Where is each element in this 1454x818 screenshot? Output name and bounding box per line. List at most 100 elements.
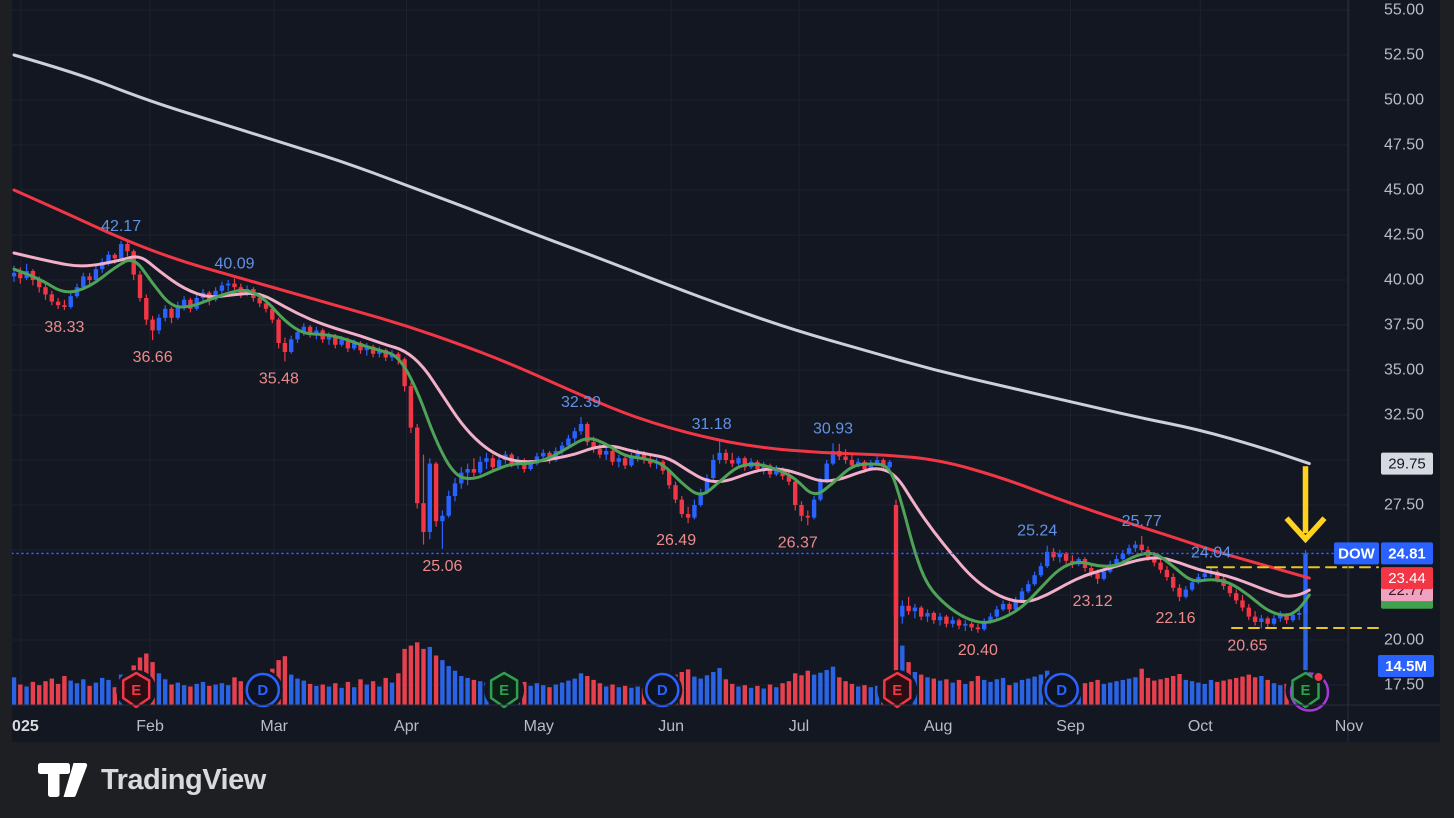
candle-body [1227, 586, 1233, 594]
swing-low-label: 20.40 [958, 642, 998, 659]
volume-bar [818, 672, 823, 705]
candle-body [1038, 566, 1044, 576]
volume-bar [1038, 674, 1044, 705]
candle-body [421, 503, 426, 532]
arrow-head [1284, 516, 1327, 544]
candle-body [667, 470, 672, 486]
candle-body [1278, 614, 1283, 619]
price-tick-label: 20.00 [1384, 632, 1424, 649]
tradingview-logo[interactable]: TradingView [38, 763, 266, 797]
volume-bar [748, 687, 754, 705]
candle-body [1026, 584, 1031, 592]
candle-body [1152, 557, 1157, 563]
candle-body [1051, 551, 1056, 558]
earnings-badge[interactable]: E [877, 670, 918, 710]
earnings-badge[interactable]: E [1285, 670, 1330, 712]
year-label: 2025 [12, 718, 39, 735]
volume-bar [711, 672, 716, 705]
volume-bar [339, 687, 344, 705]
candle-body [717, 452, 722, 460]
candle-body [156, 317, 162, 331]
volume-bar [1189, 681, 1195, 705]
candle-body [408, 386, 414, 428]
candle-body [433, 463, 439, 522]
volume-bar [761, 688, 766, 705]
volume-bar [1271, 683, 1277, 705]
badge-letter: D [657, 682, 668, 699]
dividend-circle-icon [1044, 672, 1079, 708]
price-tick-label: 37.50 [1384, 317, 1424, 334]
candle-body [1133, 544, 1138, 549]
earnings-badge[interactable]: E [484, 670, 525, 710]
candle-body [704, 478, 710, 493]
candle-body [824, 463, 829, 482]
volume-bar [629, 687, 634, 705]
candle-body [232, 283, 237, 288]
candle-body [219, 285, 225, 291]
candle-body [541, 452, 546, 457]
volume-bar [175, 682, 180, 705]
volume-bar [755, 685, 760, 705]
candle-body [1271, 618, 1277, 624]
candle-body [692, 505, 697, 518]
volume-bar [591, 679, 596, 705]
earnings-badge[interactable]: E [116, 670, 157, 710]
volume-bar [106, 679, 111, 705]
timeline[interactable]: 2025 Feb Mar Apr May Jun Jul Aug Sep Oct Nov [12, 718, 1363, 735]
month-label: Oct [1188, 718, 1213, 735]
volume-bar [1082, 683, 1088, 705]
badge-letter: E [499, 682, 509, 699]
dividend-badge[interactable]: D [242, 670, 283, 710]
candle-body [118, 244, 124, 259]
last-price-badge: 24.81 [1381, 542, 1433, 565]
volume-bar [440, 660, 445, 705]
volume-bar [811, 674, 817, 705]
volume-bar [295, 678, 300, 705]
volume-bar [358, 679, 363, 705]
volume-bar [1227, 679, 1233, 705]
symbol-badge-text: DOW [1338, 545, 1376, 562]
swing-low-label: 20.65 [1227, 637, 1267, 654]
annotation-arrow-down[interactable] [1284, 466, 1327, 544]
volume-bar [169, 684, 174, 705]
candle-body [900, 605, 905, 617]
volume-bar [1196, 682, 1201, 705]
volume-bar [1019, 679, 1025, 705]
candle-body [106, 254, 111, 262]
volume-bar [585, 676, 590, 705]
candle-body [93, 269, 99, 280]
candle-body [452, 483, 458, 496]
candle-body [364, 346, 369, 351]
candle-body [125, 244, 130, 252]
volume-value-badge-bg [1378, 655, 1434, 677]
candle-body [761, 465, 766, 469]
dividend-badge[interactable]: D [1041, 670, 1082, 710]
volume-bar [289, 674, 294, 705]
volume-bar [572, 678, 577, 705]
candle-body [528, 463, 533, 469]
candle-body [289, 339, 294, 352]
candle-body [1164, 569, 1170, 577]
volume-bar [408, 645, 414, 705]
volume-bar [1126, 678, 1132, 705]
volume-bar [528, 685, 533, 705]
price-tick-label: 47.50 [1384, 137, 1424, 154]
candle-body [956, 620, 962, 626]
candle-body [793, 481, 798, 505]
volume-bar [893, 559, 899, 705]
volume-bar [1101, 683, 1107, 705]
price-chart-canvas[interactable]: 38.33 42.17 36.66 40.09 35.48 25.06 32.39 26.49… [12, 0, 1440, 742]
volume-bar [824, 670, 829, 705]
candle-body [68, 296, 73, 307]
candle-body [333, 335, 338, 345]
volume-bar [534, 683, 540, 705]
volume-bar [780, 683, 785, 705]
ma-green-line [12, 258, 1311, 624]
volume-bar [1120, 679, 1125, 705]
month-label: Sep [1056, 718, 1085, 735]
volume-bar [421, 648, 426, 705]
candle-body [484, 458, 489, 462]
volume-bar [1158, 679, 1163, 705]
dividend-badge[interactable]: D [642, 670, 683, 710]
chart-area[interactable]: 38.33 42.17 36.66 40.09 35.48 25.06 32.39 26.49… [12, 0, 1440, 742]
